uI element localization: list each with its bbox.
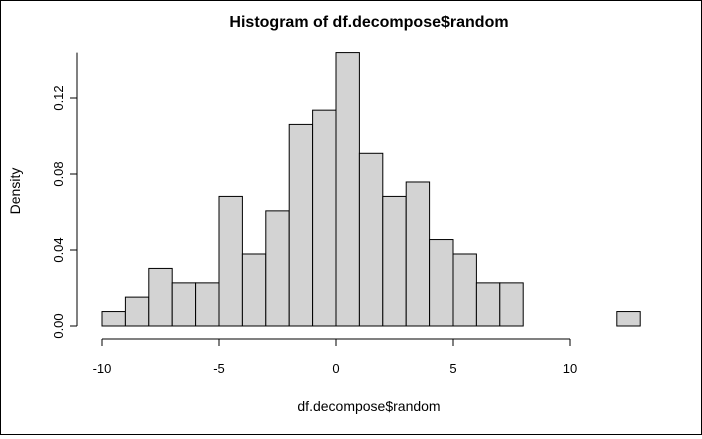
histogram-bar	[288, 123, 314, 327]
x-tick-label: 5	[449, 361, 456, 376]
x-tick-label: 10	[563, 361, 577, 376]
histogram-bar	[429, 239, 454, 327]
histogram-bar	[195, 282, 220, 327]
y-tick-label: 0.12	[51, 85, 66, 110]
histogram-bar	[265, 210, 290, 327]
chart-title: Histogram of df.decompose$random	[229, 14, 508, 31]
y-tick-label: 0.04	[51, 237, 66, 262]
y-tick-label: 0.00	[51, 313, 66, 338]
histogram-bar	[475, 282, 501, 327]
histogram-bar	[382, 195, 407, 327]
y-axis-label: Density	[7, 168, 23, 215]
histogram-bar	[171, 282, 197, 327]
x-axis: -10 -5 0 5 10	[93, 338, 577, 376]
y-tick-label: 0.08	[51, 161, 66, 186]
histogram-bar	[148, 267, 173, 327]
x-tick-label: -10	[93, 361, 112, 376]
histogram-bar	[616, 311, 641, 327]
histogram-bar	[312, 109, 337, 327]
histogram-bar	[358, 152, 384, 327]
bars-group	[101, 52, 641, 327]
histogram-bar	[124, 296, 150, 327]
histogram-bar	[241, 253, 267, 327]
y-axis: 0.00 0.04 0.08 0.12	[51, 52, 78, 339]
x-tick-label: -5	[213, 361, 225, 376]
histogram-bar	[218, 195, 243, 327]
histogram-bar	[452, 253, 477, 327]
histogram-bar	[499, 282, 524, 327]
x-axis-label: df.decompose$random	[297, 398, 440, 414]
x-tick-label: 0	[332, 361, 339, 376]
histogram-bar	[405, 181, 431, 327]
histogram-bar	[101, 311, 126, 327]
histogram-bar	[335, 52, 360, 327]
